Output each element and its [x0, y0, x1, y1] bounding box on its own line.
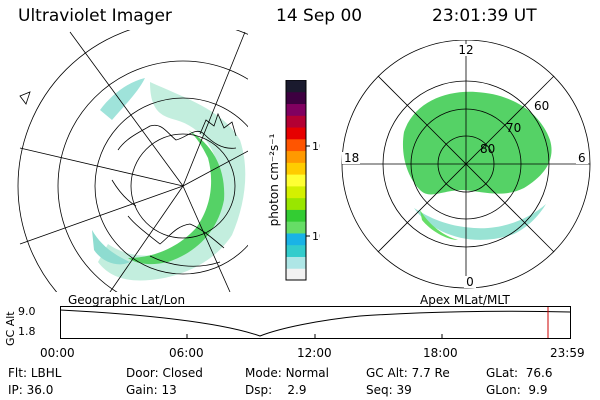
colorbar-swatch — [286, 244, 306, 257]
lat-circle — [94, 97, 248, 275]
label-bg — [576, 152, 588, 164]
colorbar-unit-label: photon cm⁻²s⁻¹ — [267, 133, 281, 226]
colorbar-swatch — [286, 115, 306, 128]
colorbar-swatch — [286, 150, 306, 163]
gain-label: Gain: — [126, 383, 158, 397]
colorbar-swatch — [286, 232, 306, 246]
colorbar-swatch — [286, 197, 306, 210]
aurora-patch-west — [92, 230, 130, 265]
seq-field: Seq: 39 — [366, 383, 412, 397]
time-tick-1200: 12:00 — [297, 346, 332, 360]
time-tick-2359: 23:59 — [550, 346, 585, 360]
coastlines — [19, 91, 237, 267]
colorbar-swatch — [286, 185, 306, 199]
colorbar-frame — [285, 80, 307, 281]
colorbar-swatch — [286, 162, 306, 175]
gc-alt-field: GC Alt: 7.7 Re — [366, 366, 450, 380]
mlt-label-dawn: 6 — [578, 151, 586, 165]
time-tick-1800: 18:00 — [423, 346, 458, 360]
door-value: Closed — [162, 366, 203, 380]
aurora-patch-green — [420, 210, 458, 240]
timeline-frame — [60, 306, 571, 339]
colorbar-swatch — [286, 268, 306, 281]
timeline-ticks — [186, 334, 443, 338]
gain-field: Gain: 13 — [126, 383, 177, 397]
gc-alt-axis-label: GC Alt — [4, 311, 17, 346]
label-bg — [342, 152, 360, 164]
aurora-patch-north — [100, 78, 145, 120]
gc-alt-value: 7.7 Re — [411, 366, 450, 380]
mlat-label-80: 80 — [480, 142, 495, 156]
door-field: Door: Closed — [126, 366, 203, 380]
colorbar: 100 10 photon cm⁻²s⁻¹ — [267, 80, 320, 281]
instrument-title: Ultraviolet Imager — [18, 6, 172, 26]
glon-value: 9.9 — [528, 383, 548, 397]
colorbar-tick-label: 100 — [312, 140, 320, 153]
glon-field: GLon: 9.9 — [486, 383, 548, 397]
mlt-label-midnight: 0 — [466, 275, 474, 289]
glat-label: GLat: — [486, 366, 519, 380]
colorbar-swatch — [286, 256, 306, 269]
colorbar-tick-label: 10 — [312, 230, 320, 243]
colorbar-swatch — [286, 221, 306, 234]
altitude-timeline-plot — [60, 306, 571, 339]
gc-alt-label: GC Alt: — [366, 366, 408, 380]
colorbar-swatch — [286, 103, 306, 116]
mlat-label-60: 60 — [534, 99, 549, 113]
mlat-label-70: 70 — [506, 121, 521, 135]
colorbar-swatch — [286, 91, 306, 105]
lat-circle — [57, 60, 248, 292]
geographic-panel-label: Geographic Lat/Lon — [68, 293, 186, 307]
mode-value: Normal — [285, 366, 329, 380]
mode-field: Mode: Normal — [245, 366, 329, 380]
glon-label: GLon: — [486, 383, 521, 397]
colorbar-swatch — [286, 138, 306, 152]
apex-polar-panel: 12 18 6 0 60 70 80 — [341, 40, 591, 289]
colorbar-swatch — [286, 127, 306, 140]
filter-value: LBHL — [30, 366, 62, 380]
geographic-map-panel — [17, 30, 248, 292]
dsp-field: Dsp: 2.9 — [245, 383, 307, 397]
polar-grid — [341, 40, 591, 289]
apex-panel-label: Apex MLat/MLT — [420, 293, 510, 307]
ip-label: IP: — [8, 383, 23, 397]
gc-alt-tick-high: 9.0 — [18, 305, 36, 318]
glat-field: GLat: 76.6 — [486, 366, 552, 380]
door-label: Door: — [126, 366, 159, 380]
dsp-value: 2.9 — [287, 383, 307, 397]
colorbar-swatch — [286, 80, 306, 93]
gain-value: 13 — [161, 383, 177, 397]
seq-value: 39 — [396, 383, 412, 397]
label-bg — [464, 276, 476, 288]
mlt-label-noon: 12 — [458, 43, 473, 57]
filter-field: Flt: LBHL — [8, 366, 61, 380]
aurora-oval-inner — [128, 130, 225, 265]
aurora-oval-dayside — [402, 91, 552, 195]
lat-circle — [17, 30, 248, 292]
lat-circle — [130, 133, 236, 239]
colorbar-swatch — [286, 209, 306, 222]
gc-alt-tick-low: 1.8 — [18, 325, 36, 338]
time-tick-0000: 00:00 — [40, 346, 75, 360]
filter-label: Flt: — [8, 366, 27, 380]
mode-label: Mode: — [245, 366, 282, 380]
time-tick-0600: 06:00 — [169, 346, 204, 360]
observation-date: 14 Sep 00 — [276, 6, 363, 26]
colorbar-swatch — [286, 174, 306, 187]
label-bg — [458, 44, 474, 56]
ip-field: IP: 36.0 — [8, 383, 53, 397]
mlt-label-dusk: 18 — [344, 151, 359, 165]
meridian-lines — [19, 31, 248, 292]
seq-label: Seq: — [366, 383, 393, 397]
ip-value: 36.0 — [26, 383, 54, 397]
colorbar-gradient — [286, 80, 306, 281]
aurora-oval-nightside — [414, 204, 546, 240]
observation-time: 23:01:39 UT — [432, 6, 537, 26]
glat-value: 76.6 — [525, 366, 553, 380]
altitude-curve — [60, 309, 571, 337]
dsp-label: Dsp: — [245, 383, 273, 397]
